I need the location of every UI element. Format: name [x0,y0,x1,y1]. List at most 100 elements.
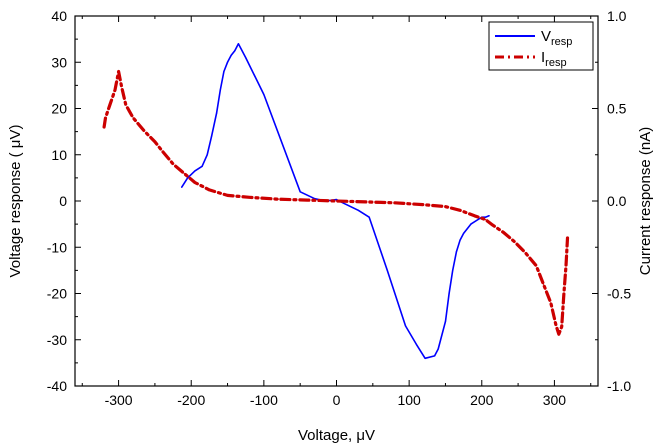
y2-tick-label: 1.0 [607,8,627,24]
series-point-1 [394,202,396,204]
series-point-0 [404,325,407,327]
series-point-0 [452,269,454,271]
series-point-0 [299,191,301,193]
y2-tick-label: -0.5 [607,286,631,302]
y-tick-label: 40 [51,8,67,24]
series-point-1 [120,85,123,87]
series-point-1 [473,215,476,217]
y-tick-label: -10 [47,239,67,255]
series-point-0 [357,209,359,211]
y2-axis-title: Current response (nA) [637,127,654,275]
y-axis-right: -1.0 -0.5 0.0 0.5 1.0 [592,8,631,394]
series-point-1 [492,224,494,226]
legend-label-sub: resp [545,57,566,69]
series-point-1 [459,209,461,211]
series-point-1 [104,117,107,119]
x-tick-label: 300 [543,392,567,408]
x-tick-label: -100 [250,392,278,408]
series-point-1 [277,198,279,200]
series-point-0 [488,215,490,217]
series-point-0 [463,232,465,234]
series-point-1 [423,204,425,206]
series-point-1 [125,104,127,106]
series-point-1 [364,201,367,203]
legend-label-sub: resp [551,36,572,48]
series-point-0 [223,70,225,73]
series-point-0 [415,343,418,345]
series-point-1 [550,302,552,304]
series-point-0 [186,177,189,179]
series-point-1 [132,117,134,119]
legend-label-main: I [541,49,545,66]
series-point-1 [535,265,537,267]
y-tick-label: -40 [47,378,67,394]
series-point-0 [386,269,388,271]
series-point-1 [161,150,163,152]
x-tick-label: 200 [470,392,494,408]
series-point-0 [234,50,236,52]
series-point-0 [226,61,229,63]
y-axis-left: -40 -30 -20 -10 0 10 20 30 40 [47,8,81,394]
series-point-0 [263,94,265,96]
series-point-0 [444,320,447,322]
series-point-0 [245,57,247,59]
series-point-0 [484,216,487,218]
series-point-0 [433,355,436,357]
x-tick-label: 100 [397,392,421,408]
series-point-0 [459,239,461,241]
series-point-1 [306,199,309,201]
series-point-1 [183,172,185,174]
series-point-0 [210,135,213,137]
series-point-0 [437,348,439,350]
series-point-0 [219,89,221,91]
series-point-1 [502,231,505,234]
x-tick-label: 0 [333,392,341,408]
x-axis: -300 -200 -100 0 100 200 300 [81,16,592,408]
series-point-0 [343,202,345,204]
legend-label-1: Iresp [541,49,567,69]
y-tick-label: 0 [59,193,67,209]
y2-tick-label: 0.5 [607,101,627,117]
series-point-0 [201,165,203,167]
series-line-1 [102,69,570,336]
series-point-1 [444,205,447,208]
series-point-1 [103,126,105,128]
legend-label-main: V [541,28,551,45]
y-axis-title: Voltage response ( μV) [7,125,24,278]
legend-label-0: Vresp [541,28,572,48]
series-point-1 [484,218,487,221]
legend-box [488,21,594,71]
series-point-0 [477,218,479,221]
x-axis-title: Voltage, μV [298,427,375,444]
y-tick-label: 30 [51,54,67,70]
series-point-0 [216,112,218,114]
series-point-0 [237,43,240,45]
series-point-1 [194,181,196,184]
series-point-0 [194,170,196,172]
series-point-1 [208,189,210,191]
series-point-1 [114,89,116,91]
series-point-1 [558,333,560,335]
series-point-1 [117,70,120,73]
series-point-0 [448,292,450,295]
series-point-1 [524,252,526,254]
series-point-1 [154,141,156,143]
series-point-0 [455,251,457,253]
series-point-1 [172,163,174,165]
series-point-1 [513,241,516,243]
series-point-1 [109,104,111,106]
series-point-1 [555,324,557,326]
series-point-0 [424,357,426,359]
series-point-0 [230,54,232,56]
series-point-1 [561,326,563,328]
series-point-1 [248,196,250,198]
y-tick-label: 20 [51,101,67,117]
series-point-1 [542,283,545,285]
series-point-0 [470,223,472,225]
series-layer [102,42,570,360]
series-point-0 [206,154,208,156]
y-tick-label: -20 [47,286,67,302]
